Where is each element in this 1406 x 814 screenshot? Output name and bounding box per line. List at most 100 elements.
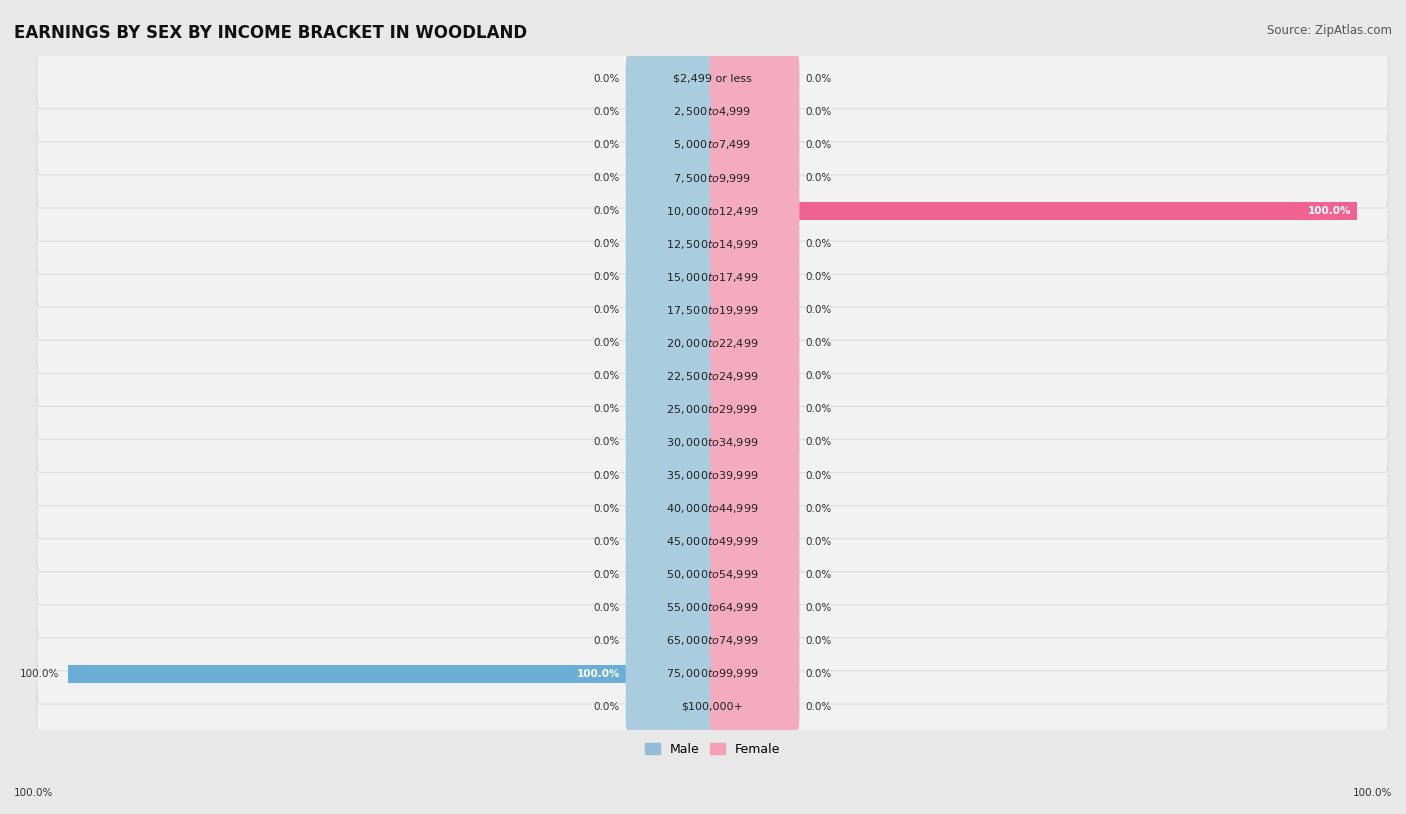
Text: $2,499 or less: $2,499 or less <box>673 74 752 84</box>
Text: 0.0%: 0.0% <box>593 636 620 646</box>
FancyBboxPatch shape <box>626 681 716 733</box>
FancyBboxPatch shape <box>710 152 800 204</box>
Text: $17,500 to $19,999: $17,500 to $19,999 <box>666 304 759 317</box>
FancyBboxPatch shape <box>37 280 1388 340</box>
Text: 0.0%: 0.0% <box>806 339 831 348</box>
Bar <box>797 202 1357 220</box>
Legend: Male, Female: Male, Female <box>640 738 785 761</box>
FancyBboxPatch shape <box>37 82 1388 142</box>
FancyBboxPatch shape <box>37 115 1388 175</box>
Text: 0.0%: 0.0% <box>593 405 620 414</box>
Text: 100.0%: 100.0% <box>1353 788 1392 798</box>
Text: 0.0%: 0.0% <box>593 470 620 480</box>
Text: 0.0%: 0.0% <box>593 602 620 613</box>
Text: $12,500 to $14,999: $12,500 to $14,999 <box>666 238 759 251</box>
Text: 0.0%: 0.0% <box>806 669 831 679</box>
FancyBboxPatch shape <box>626 383 716 435</box>
Text: 0.0%: 0.0% <box>806 305 831 315</box>
FancyBboxPatch shape <box>710 53 800 105</box>
Text: $25,000 to $29,999: $25,000 to $29,999 <box>666 403 759 416</box>
Text: 0.0%: 0.0% <box>806 536 831 547</box>
Text: 0.0%: 0.0% <box>806 504 831 514</box>
FancyBboxPatch shape <box>626 284 716 336</box>
Text: $7,500 to $9,999: $7,500 to $9,999 <box>673 172 752 185</box>
Text: $22,500 to $24,999: $22,500 to $24,999 <box>666 370 759 383</box>
FancyBboxPatch shape <box>710 582 800 633</box>
FancyBboxPatch shape <box>37 181 1388 241</box>
Text: $100,000+: $100,000+ <box>682 702 744 712</box>
Text: 0.0%: 0.0% <box>593 272 620 282</box>
Text: 0.0%: 0.0% <box>806 405 831 414</box>
FancyBboxPatch shape <box>626 549 716 601</box>
FancyBboxPatch shape <box>626 119 716 171</box>
FancyBboxPatch shape <box>37 511 1388 571</box>
Text: 0.0%: 0.0% <box>806 702 831 712</box>
Text: 0.0%: 0.0% <box>806 437 831 448</box>
Text: $65,000 to $74,999: $65,000 to $74,999 <box>666 634 759 647</box>
FancyBboxPatch shape <box>626 252 716 303</box>
Text: 100.0%: 100.0% <box>20 669 59 679</box>
Text: 0.0%: 0.0% <box>806 74 831 84</box>
FancyBboxPatch shape <box>710 549 800 601</box>
FancyBboxPatch shape <box>626 417 716 468</box>
Text: 0.0%: 0.0% <box>593 239 620 249</box>
Text: 0.0%: 0.0% <box>593 107 620 117</box>
FancyBboxPatch shape <box>710 86 800 138</box>
Text: $30,000 to $34,999: $30,000 to $34,999 <box>666 436 759 449</box>
FancyBboxPatch shape <box>710 383 800 435</box>
FancyBboxPatch shape <box>710 483 800 534</box>
FancyBboxPatch shape <box>626 152 716 204</box>
FancyBboxPatch shape <box>710 450 800 501</box>
FancyBboxPatch shape <box>710 681 800 733</box>
Text: 0.0%: 0.0% <box>806 636 831 646</box>
Text: 0.0%: 0.0% <box>593 702 620 712</box>
FancyBboxPatch shape <box>37 379 1388 440</box>
FancyBboxPatch shape <box>710 516 800 567</box>
FancyBboxPatch shape <box>37 445 1388 505</box>
FancyBboxPatch shape <box>37 677 1388 737</box>
FancyBboxPatch shape <box>626 86 716 138</box>
FancyBboxPatch shape <box>626 516 716 567</box>
Text: $5,000 to $7,499: $5,000 to $7,499 <box>673 138 752 151</box>
Text: 0.0%: 0.0% <box>806 272 831 282</box>
Text: $55,000 to $64,999: $55,000 to $64,999 <box>666 602 759 615</box>
Text: 0.0%: 0.0% <box>806 140 831 150</box>
FancyBboxPatch shape <box>37 479 1388 539</box>
FancyBboxPatch shape <box>37 313 1388 374</box>
Text: $2,500 to $4,999: $2,500 to $4,999 <box>673 105 752 118</box>
FancyBboxPatch shape <box>626 53 716 105</box>
FancyBboxPatch shape <box>37 545 1388 605</box>
Text: $40,000 to $44,999: $40,000 to $44,999 <box>666 502 759 515</box>
Text: 100.0%: 100.0% <box>1308 206 1351 216</box>
Text: $50,000 to $54,999: $50,000 to $54,999 <box>666 568 759 581</box>
FancyBboxPatch shape <box>710 252 800 303</box>
Text: $35,000 to $39,999: $35,000 to $39,999 <box>666 469 759 482</box>
FancyBboxPatch shape <box>626 450 716 501</box>
Text: EARNINGS BY SEX BY INCOME BRACKET IN WOODLAND: EARNINGS BY SEX BY INCOME BRACKET IN WOO… <box>14 24 527 42</box>
Text: $20,000 to $22,499: $20,000 to $22,499 <box>666 337 759 350</box>
FancyBboxPatch shape <box>710 351 800 402</box>
Text: 0.0%: 0.0% <box>593 371 620 382</box>
FancyBboxPatch shape <box>626 317 716 369</box>
FancyBboxPatch shape <box>710 218 800 270</box>
FancyBboxPatch shape <box>37 610 1388 671</box>
Text: 0.0%: 0.0% <box>593 140 620 150</box>
Text: 0.0%: 0.0% <box>593 536 620 547</box>
Text: 0.0%: 0.0% <box>593 504 620 514</box>
FancyBboxPatch shape <box>626 186 716 237</box>
FancyBboxPatch shape <box>710 186 800 237</box>
Text: 0.0%: 0.0% <box>806 371 831 382</box>
Text: 0.0%: 0.0% <box>593 339 620 348</box>
FancyBboxPatch shape <box>37 346 1388 406</box>
Text: 0.0%: 0.0% <box>806 107 831 117</box>
Text: $45,000 to $49,999: $45,000 to $49,999 <box>666 535 759 548</box>
FancyBboxPatch shape <box>37 644 1388 704</box>
Text: 0.0%: 0.0% <box>593 437 620 448</box>
FancyBboxPatch shape <box>710 615 800 667</box>
FancyBboxPatch shape <box>710 317 800 369</box>
FancyBboxPatch shape <box>626 582 716 633</box>
Text: 100.0%: 100.0% <box>576 669 620 679</box>
FancyBboxPatch shape <box>37 214 1388 274</box>
FancyBboxPatch shape <box>626 648 716 700</box>
Text: 0.0%: 0.0% <box>806 570 831 580</box>
